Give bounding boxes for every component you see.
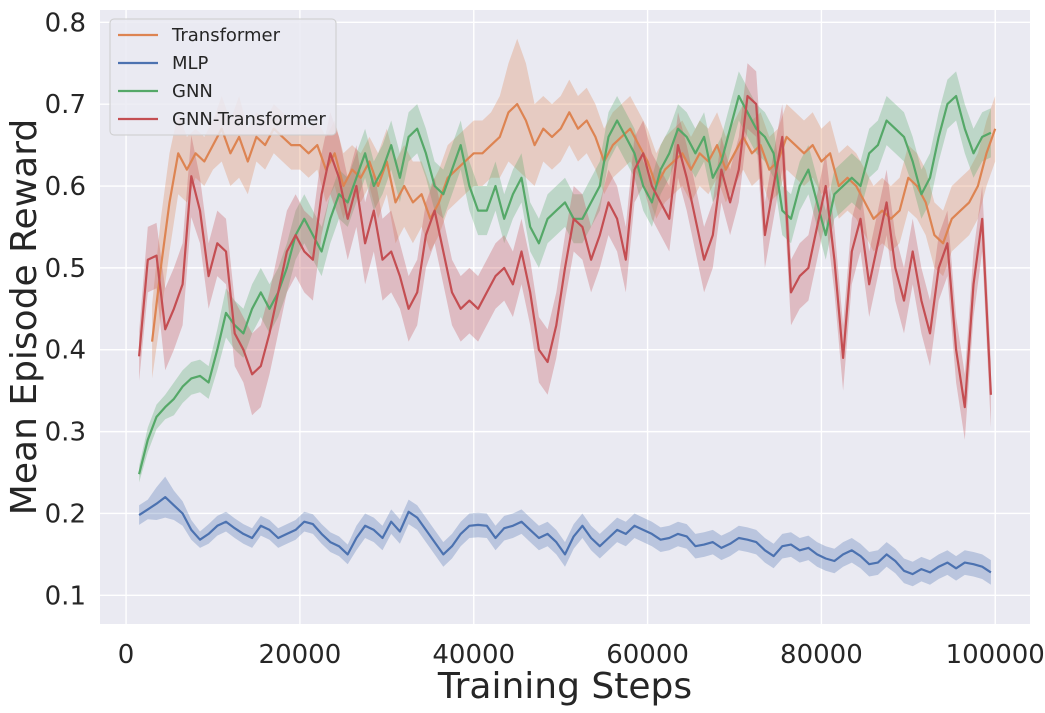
y-tick-label: 0.6 <box>45 172 86 202</box>
y-tick-label: 0.8 <box>45 8 86 38</box>
x-tick-label: 0 <box>118 640 135 670</box>
y-tick-label: 0.2 <box>45 499 86 529</box>
gnn-transformer-line <box>138 94 992 409</box>
mlp-line <box>138 496 992 576</box>
legend-entry: Transformer <box>171 25 281 46</box>
x-tick-label: 60000 <box>606 640 689 670</box>
y-tick-label: 0.7 <box>45 90 86 120</box>
legend-entry: GNN <box>172 81 213 102</box>
mlp-band <box>139 476 991 587</box>
gnn-band <box>139 71 991 483</box>
y-tick-label: 0.3 <box>45 418 86 448</box>
series-lines <box>138 94 997 576</box>
y-tick-label: 0.5 <box>45 254 86 284</box>
legend-entry: MLP <box>172 53 209 74</box>
x-tick-label: 20000 <box>259 640 342 670</box>
x-axis-ticks: 0 20000 40000 60000 80000 100000 <box>118 640 1045 670</box>
x-tick-label: 80000 <box>780 640 863 670</box>
y-tick-label: 0.4 <box>45 336 86 366</box>
legend: Transformer MLP GNN GNN-Transformer <box>109 18 337 136</box>
gnn-line <box>138 94 992 475</box>
legend-entry: GNN-Transformer <box>172 109 326 130</box>
y-axis-ticks: 0.1 0.2 0.3 0.4 0.5 0.6 0.7 0.8 <box>45 8 86 611</box>
y-axis-label: Mean Episode Reward <box>4 119 45 515</box>
legend-box <box>109 18 337 136</box>
y-tick-label: 0.1 <box>45 581 86 611</box>
x-tick-label: 100000 <box>946 640 1045 670</box>
x-tick-label: 40000 <box>432 640 515 670</box>
transformer-line <box>151 103 997 342</box>
x-axis-label: Training Steps <box>437 666 692 707</box>
transformer-band <box>152 38 996 379</box>
